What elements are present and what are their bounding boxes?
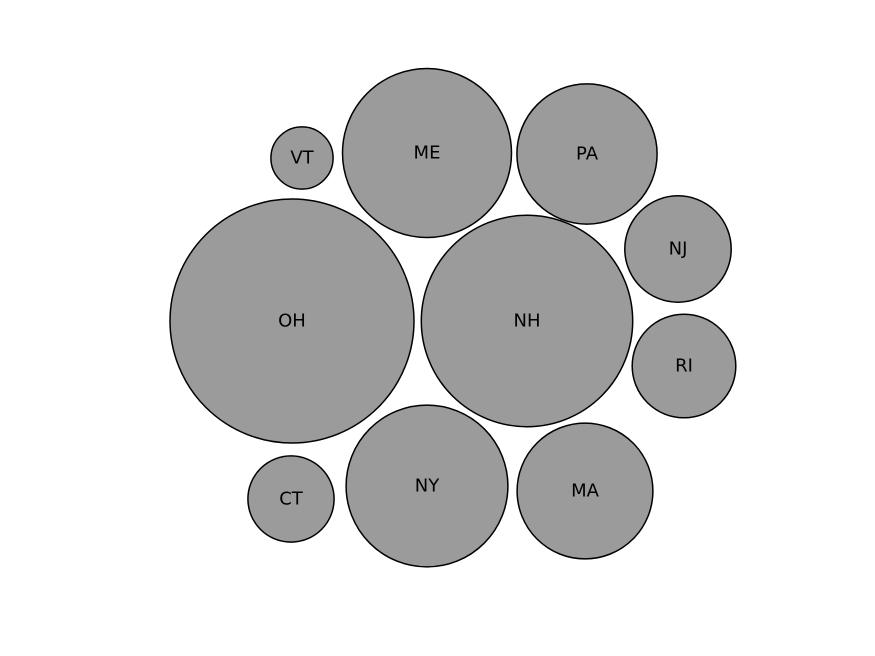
bubble-nj [624, 195, 732, 303]
bubble-vt [270, 126, 334, 190]
bubble-ny [345, 404, 509, 568]
bubble-pa [516, 83, 658, 225]
bubble-nh [420, 214, 634, 428]
bubbles-layer: OH NH ME NY PA MA NJ RI CT VT [169, 67, 737, 568]
bubble-label-vt: VT [290, 148, 314, 169]
bubble-label-oh: OH [278, 311, 306, 332]
bubble-label-me: ME [414, 143, 441, 164]
bubble-label-ct: CT [279, 489, 304, 510]
bubble-label-ri: RI [675, 356, 693, 377]
bubble-label-nj: NJ [669, 239, 688, 260]
bubble-label-nh: NH [514, 311, 541, 332]
bubble-oh [169, 198, 415, 444]
bubble-ma [516, 422, 654, 560]
bubble-ri [631, 313, 737, 419]
bubble-label-ma: MA [571, 481, 600, 502]
bubble-label-ny: NY [415, 476, 440, 497]
bubble-label-pa: PA [576, 144, 599, 165]
bubble-me [341, 67, 513, 239]
bubble-ct [247, 455, 335, 543]
